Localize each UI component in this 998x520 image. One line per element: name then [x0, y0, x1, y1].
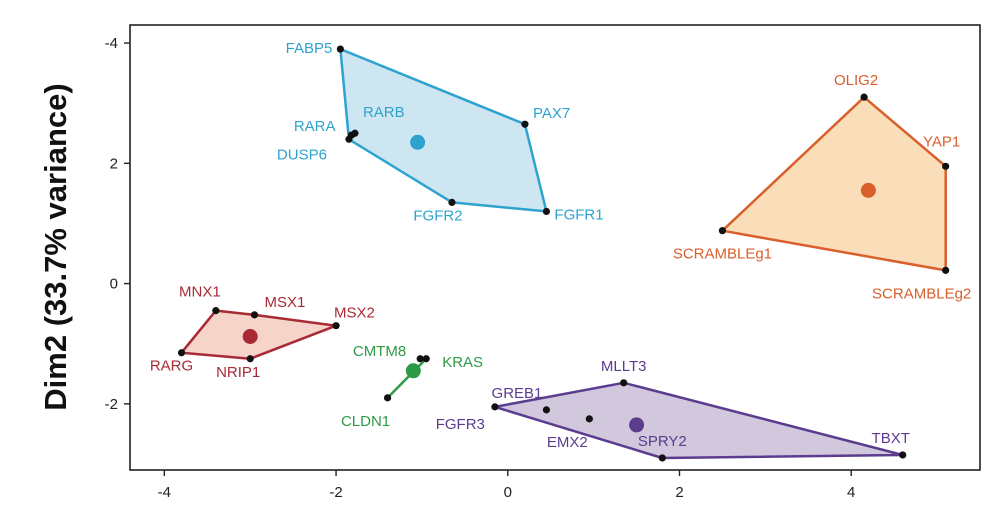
point-fgfr3	[491, 403, 499, 411]
x-tick-label: -4	[158, 484, 171, 501]
group-2-centroid	[860, 182, 876, 198]
point-yap1	[942, 162, 950, 170]
group-5-centroid	[629, 417, 645, 433]
y-tick-label: -2	[105, 396, 118, 413]
point-labels: FABP5 PAX7 FGFR1 FGFR2 DUSP6 RARA RARB OLIG2 YAP…	[150, 40, 971, 451]
label-dusp6: DUSP6	[277, 146, 327, 163]
x-tick-label: 2	[675, 484, 683, 501]
point-greb1	[542, 406, 551, 414]
label-cmtm8: CMTM8	[353, 343, 406, 360]
x-tick-label: 0	[504, 484, 512, 501]
y-tick-label: -4	[105, 35, 118, 52]
x-tick-label: 4	[847, 484, 855, 501]
group-4-centroid	[405, 363, 421, 379]
label-rarb: RARB	[363, 104, 405, 121]
label-spry2: SPRY2	[638, 433, 687, 450]
group-3-hull	[180, 309, 338, 360]
label-nrip1: NRIP1	[216, 364, 260, 381]
point-cldn1	[383, 394, 392, 402]
point-mnx1	[212, 307, 220, 315]
point-rarg	[177, 349, 186, 357]
label-fabp5: FABP5	[286, 40, 333, 57]
y-axis: -2 0 2 -4	[105, 35, 130, 413]
point-tbxt	[899, 451, 907, 459]
label-kras: KRAS	[442, 354, 483, 371]
point-fabp5	[336, 45, 344, 53]
label-mllt3: MLLT3	[601, 358, 647, 375]
point-pax7	[521, 120, 529, 128]
label-fgfr1: FGFR1	[554, 206, 603, 223]
label-olig2: OLIG2	[834, 72, 878, 89]
label-rarg: RARG	[150, 358, 193, 375]
point-nrip1	[246, 355, 254, 363]
point-olig2	[860, 93, 868, 101]
point-emx2	[585, 415, 593, 423]
group-1-centroid	[410, 134, 426, 150]
label-msx1: MSX1	[264, 294, 305, 311]
group-3-centroid	[242, 329, 258, 344]
x-tick-label: -2	[329, 484, 342, 501]
point-fgfr2	[448, 198, 456, 206]
point-msx1	[250, 311, 259, 319]
data-points	[177, 45, 950, 462]
label-fgfr3: FGFR3	[436, 416, 485, 433]
label-rara: RARA	[294, 118, 336, 135]
label-pax7: PAX7	[533, 105, 570, 122]
y-tick-label: 0	[110, 276, 118, 293]
point-mllt3	[620, 379, 628, 387]
point-kras	[422, 355, 430, 363]
point-msx2	[332, 322, 340, 330]
label-tbxt: TBXT	[872, 430, 910, 447]
label-cldn1: CLDN1	[341, 413, 390, 430]
label-mnx1: MNX1	[179, 284, 221, 301]
label-emx2: EMX2	[547, 434, 588, 451]
point-scrambleg1	[718, 227, 727, 235]
point-spry2	[658, 454, 666, 462]
point-fgfr1	[542, 207, 551, 216]
group-centroids	[242, 134, 876, 433]
label-fgfr2: FGFR2	[413, 207, 462, 224]
label-scrambleg1: SCRAMBLEg1	[673, 246, 772, 263]
y-tick-label: 2	[110, 155, 118, 172]
point-scrambleg2	[942, 266, 950, 274]
label-scrambleg2: SCRAMBLEg2	[872, 285, 971, 302]
label-greb1: GREB1	[492, 385, 543, 402]
point-rarb	[351, 129, 359, 137]
group-1-hull	[339, 47, 548, 213]
label-msx2: MSX2	[334, 305, 375, 322]
label-yap1: YAP1	[923, 133, 960, 150]
point-cmtm8	[416, 355, 424, 363]
x-axis: -4 -2 0 2 4	[158, 470, 855, 501]
y-axis-title: Dim2 (33.7% variance)	[38, 83, 73, 410]
